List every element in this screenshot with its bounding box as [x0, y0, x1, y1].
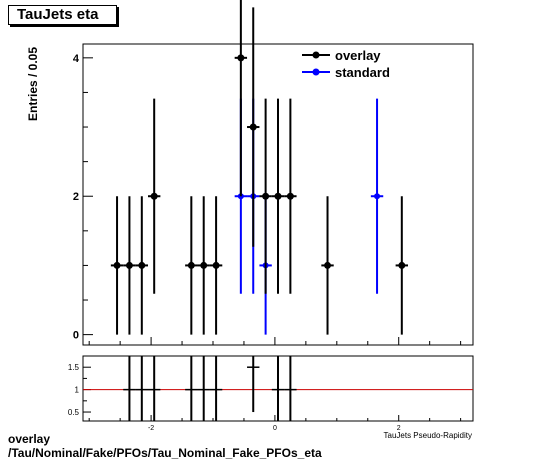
overlay-point — [138, 261, 146, 269]
overlay-point — [274, 192, 282, 200]
ratio-y-tick-label: 1.5 — [68, 363, 80, 372]
main-plot-axes: 0 2 4 — [73, 43, 474, 346]
footer-line-1: overlay — [8, 432, 51, 446]
overlay-point — [200, 261, 208, 269]
y-tick-label: 2 — [73, 191, 79, 203]
footer: overlay /Tau/Nominal/Fake/PFOs/Tau_Nomin… — [8, 432, 322, 460]
chart-title: TauJets eta — [8, 5, 117, 25]
legend: overlay standard — [302, 48, 390, 80]
ratio-y-tick-label: 1 — [75, 386, 80, 395]
overlay-point — [398, 261, 406, 269]
overlay-point — [262, 192, 270, 200]
y-tick-label: 4 — [73, 53, 80, 65]
footer-line-2: /Tau/Nominal/Fake/PFOs/Tau_Nominal_Fake_… — [8, 446, 322, 460]
ratio-x-tick-label: 0 — [273, 425, 277, 432]
main-plot-frame — [82, 43, 474, 346]
legend-label: standard — [335, 65, 390, 80]
ratio-x-tick-label: 2 — [397, 425, 401, 432]
ratio-plot-marks — [123, 356, 297, 421]
standard-point — [374, 193, 381, 200]
overlay-point — [249, 123, 257, 131]
overlay-point — [212, 261, 220, 269]
legend-marker — [312, 51, 320, 59]
legend-label: overlay — [335, 48, 381, 63]
overlay-point — [286, 192, 294, 200]
x-axis-label: TauJets Pseudo-Rapidity — [384, 431, 473, 440]
ratio-y-tick-label: 0.5 — [68, 408, 80, 417]
overlay-point — [324, 261, 332, 269]
overlay-point — [187, 261, 195, 269]
overlay-point — [113, 261, 121, 269]
legend-marker — [312, 68, 320, 76]
overlay-point — [150, 192, 158, 200]
y-tick-label: 0 — [73, 330, 79, 342]
overlay-point — [237, 54, 245, 62]
ratio-x-tick-label: -2 — [148, 425, 154, 432]
main-plot-marks — [110, 0, 408, 335]
overlay-point — [125, 261, 133, 269]
y-axis-label: Entries / 0.05 — [26, 47, 40, 121]
